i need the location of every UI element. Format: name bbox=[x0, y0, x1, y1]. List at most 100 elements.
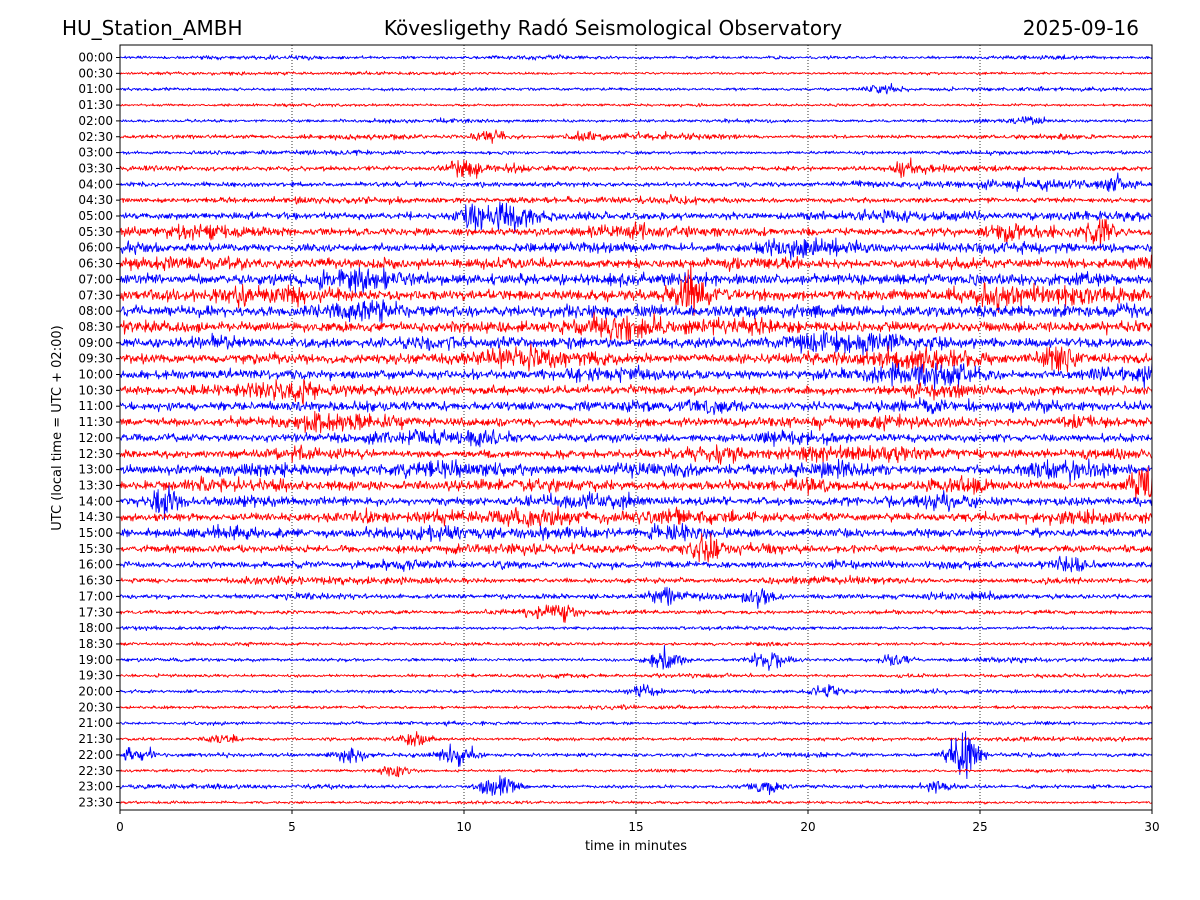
y-tick-label: 19:30 bbox=[78, 669, 113, 683]
trace-0500 bbox=[119, 201, 1153, 234]
y-tick-label: 00:30 bbox=[78, 66, 113, 80]
trace-1730 bbox=[119, 604, 1153, 623]
trace-0230 bbox=[119, 129, 1153, 144]
trace-1900 bbox=[119, 644, 1153, 671]
trace-1830 bbox=[119, 641, 1153, 647]
y-tick-label: 04:30 bbox=[78, 193, 113, 207]
trace-1600 bbox=[119, 555, 1153, 573]
trace-1530 bbox=[119, 533, 1153, 563]
y-tick-label: 23:30 bbox=[78, 795, 113, 809]
y-tick-label: 17:30 bbox=[78, 605, 113, 619]
y-tick-label: 03:00 bbox=[78, 146, 113, 160]
y-tick-label: 07:30 bbox=[78, 288, 113, 302]
y-tick-label: 12:30 bbox=[78, 447, 113, 461]
trace-0700 bbox=[119, 267, 1153, 294]
trace-1930 bbox=[119, 672, 1153, 679]
y-tick-label: 00:00 bbox=[78, 51, 113, 65]
y-tick-label: 05:00 bbox=[78, 209, 113, 223]
trace-0030 bbox=[119, 70, 1153, 76]
y-tick-label: 20:30 bbox=[78, 700, 113, 714]
trace-2330 bbox=[119, 799, 1153, 805]
trace-0730 bbox=[119, 261, 1153, 316]
y-tick-label: 16:30 bbox=[78, 574, 113, 588]
y-tick-label: 01:30 bbox=[78, 98, 113, 112]
trace-1230 bbox=[119, 444, 1153, 465]
y-tick-label: 02:30 bbox=[78, 130, 113, 144]
y-tick-label: 12:00 bbox=[78, 431, 113, 445]
y-tick-label: 04:00 bbox=[78, 177, 113, 191]
trace-0530 bbox=[119, 218, 1153, 251]
x-tick-label: 20 bbox=[800, 820, 815, 834]
y-tick-label: 20:00 bbox=[78, 685, 113, 699]
trace-2000 bbox=[119, 683, 1153, 698]
y-tick-label: 07:00 bbox=[78, 272, 113, 286]
x-ticks: 0 5 10 15 20 25 30 bbox=[116, 810, 1160, 834]
trace-2100 bbox=[119, 720, 1153, 727]
trace-1200 bbox=[119, 428, 1153, 448]
y-tick-label: 02:00 bbox=[78, 114, 113, 128]
y-tick-label: 09:30 bbox=[78, 352, 113, 366]
trace-1130 bbox=[119, 410, 1153, 434]
x-tick-label: 25 bbox=[972, 820, 987, 834]
trace-0900 bbox=[119, 330, 1153, 356]
y-tick-label: 16:00 bbox=[78, 558, 113, 572]
trace-1800 bbox=[119, 625, 1153, 632]
y-tick-label: 08:30 bbox=[78, 320, 113, 334]
y-tick-label: 13:30 bbox=[78, 478, 113, 492]
y-tick-label: 22:00 bbox=[78, 748, 113, 762]
trace-2130 bbox=[119, 731, 1153, 747]
trace-0100 bbox=[119, 82, 1153, 95]
y-tick-label: 03:30 bbox=[78, 161, 113, 175]
x-tick-label: 15 bbox=[628, 820, 643, 834]
y-tick-label: 22:30 bbox=[78, 764, 113, 778]
x-tick-label: 5 bbox=[288, 820, 296, 834]
trace-0600 bbox=[119, 237, 1152, 261]
x-tick-label: 10 bbox=[456, 820, 471, 834]
trace-2200 bbox=[119, 730, 1153, 780]
trace-0800 bbox=[119, 299, 1153, 323]
trace-0330 bbox=[119, 157, 1153, 179]
station-name: HU_Station_AMBH bbox=[62, 16, 242, 40]
trace-1630 bbox=[119, 574, 1153, 586]
trace-2300 bbox=[119, 775, 1153, 796]
trace-0630 bbox=[119, 254, 1153, 273]
y-tick-label: 10:00 bbox=[78, 368, 113, 382]
x-axis-label: time in minutes bbox=[585, 839, 687, 854]
trace-1700 bbox=[119, 586, 1153, 609]
y-axis-label: UTC (local time = UTC + 02:00) bbox=[50, 325, 65, 530]
trace-0930 bbox=[119, 343, 1153, 373]
y-tick-label: 23:00 bbox=[78, 780, 113, 794]
trace-1030 bbox=[119, 378, 1153, 405]
y-tick-label: 09:00 bbox=[78, 336, 113, 350]
trace-2030 bbox=[119, 704, 1153, 711]
y-tick-label: 14:30 bbox=[78, 510, 113, 524]
trace-0200 bbox=[119, 116, 1153, 126]
y-tick-label: 21:30 bbox=[78, 732, 113, 746]
trace-0300 bbox=[119, 149, 1153, 156]
y-tick-label: 18:30 bbox=[78, 637, 113, 651]
y-tick-label: 15:00 bbox=[78, 526, 113, 540]
trace-0000 bbox=[119, 53, 1153, 61]
trace-1330 bbox=[119, 466, 1153, 500]
y-tick-label: 18:00 bbox=[78, 621, 113, 635]
trace-1500 bbox=[119, 522, 1153, 543]
trace-0430 bbox=[119, 193, 1153, 206]
trace-1100 bbox=[119, 397, 1153, 416]
trace-1300 bbox=[119, 458, 1153, 484]
x-tick-label: 30 bbox=[1144, 820, 1159, 834]
trace-1430 bbox=[119, 505, 1153, 528]
y-tick-label: 10:30 bbox=[78, 383, 113, 397]
y-tick-label: 01:00 bbox=[78, 82, 113, 96]
chart-date: 2025-09-16 bbox=[1023, 16, 1139, 40]
trace-1400 bbox=[119, 485, 1153, 521]
y-tick-label: 15:30 bbox=[78, 542, 113, 556]
trace-layer bbox=[119, 53, 1153, 805]
y-tick-label: 14:00 bbox=[78, 494, 113, 508]
y-tick-label: 06:00 bbox=[78, 241, 113, 255]
x-tick-label: 0 bbox=[116, 820, 124, 834]
trace-2230 bbox=[119, 766, 1153, 778]
y-tick-label: 08:00 bbox=[78, 304, 113, 318]
trace-1000 bbox=[119, 361, 1153, 391]
y-tick-label: 19:00 bbox=[78, 653, 113, 667]
